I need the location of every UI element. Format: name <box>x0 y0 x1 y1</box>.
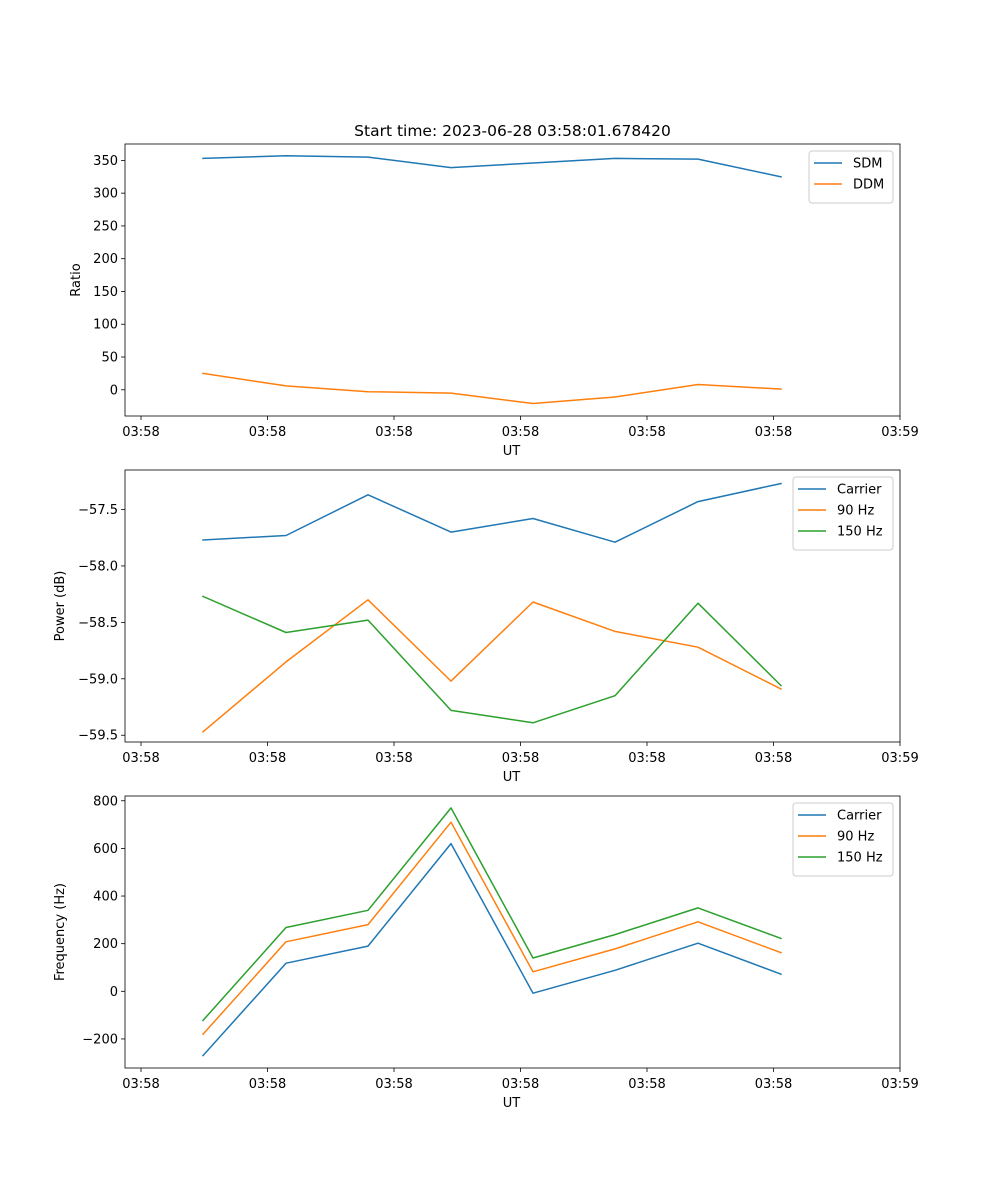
x-tick-label: 03:58 <box>122 1077 159 1092</box>
x-tick-label: 03:58 <box>375 425 412 440</box>
y-axis-label: Power (dB) <box>53 571 68 642</box>
legend-label: DDM <box>853 178 884 193</box>
legend: Carrier 90 Hz 150 Hz <box>792 476 894 551</box>
x-tick-label: 03:58 <box>628 1077 665 1092</box>
panel-1: Start time: 2023-06-28 03:58:01.67842003… <box>69 122 919 459</box>
axes-frame <box>124 795 901 1069</box>
y-tick-label: −57.5 <box>78 503 118 518</box>
y-axis-label: Frequency (Hz) <box>53 883 68 981</box>
y-tick-label: 800 <box>93 794 118 809</box>
y-tick-label: 150 <box>93 285 118 300</box>
x-tick-label: 03:58 <box>249 751 286 766</box>
x-tick-label: 03:58 <box>628 425 665 440</box>
y-tick-label: −200 <box>82 1032 118 1047</box>
x-axis-label: UT <box>503 770 521 785</box>
series-line-ddm <box>202 372 782 405</box>
x-tick-label: 03:59 <box>881 751 918 766</box>
legend-label: Carrier <box>837 809 882 824</box>
series-line-90-hz <box>201 599 783 733</box>
x-tick-label: 03:58 <box>122 425 159 440</box>
legend-label: SDM <box>853 157 882 172</box>
y-tick-label: 0 <box>110 383 118 398</box>
y-tick-label: −58.0 <box>78 559 118 574</box>
x-tick-label: 03:58 <box>755 425 792 440</box>
y-tick-label: −59.0 <box>78 672 118 687</box>
y-tick-label: 600 <box>93 842 118 857</box>
x-tick-label: 03:58 <box>375 751 412 766</box>
series-line-carrier <box>202 482 782 543</box>
panel-3: 03:58 03:58 03:58 03:58 03:58 03:58 03:59 −200 0… <box>53 794 919 1111</box>
y-tick-label: 200 <box>93 252 118 267</box>
legend-label: 90 Hz <box>837 504 874 519</box>
series-line-90-hz <box>201 821 782 1036</box>
legend: Carrier 90 Hz 150 Hz <box>792 802 894 877</box>
y-tick-label: 250 <box>93 219 118 234</box>
panel-2: 03:58 03:58 03:58 03:58 03:58 03:58 03:59 −59.5… <box>53 469 919 785</box>
x-tick-label: 03:58 <box>249 425 286 440</box>
chart-title: Start time: 2023-06-28 03:58:01.678420 <box>354 122 671 140</box>
legend-label: 90 Hz <box>837 830 874 845</box>
legend-label: 150 Hz <box>837 525 883 540</box>
x-tick-label: 03:58 <box>755 1077 792 1092</box>
y-tick-label: 350 <box>93 154 118 169</box>
series-line-150-hz <box>202 595 783 724</box>
y-tick-label: 300 <box>93 187 118 202</box>
x-tick-label: 03:59 <box>881 425 918 440</box>
x-tick-label: 03:58 <box>502 1077 539 1092</box>
y-axis-label: Ratio <box>69 263 84 296</box>
x-tick-label: 03:58 <box>502 425 539 440</box>
series-line-sdm <box>202 155 782 178</box>
y-tick-label: −58.5 <box>78 616 118 631</box>
x-tick-label: 03:58 <box>755 751 792 766</box>
x-axis-label: UT <box>503 1096 521 1111</box>
x-tick-label: 03:58 <box>375 1077 412 1092</box>
legend-label: 150 Hz <box>837 851 883 866</box>
x-tick-label: 03:58 <box>122 751 159 766</box>
x-axis-label: UT <box>503 444 521 459</box>
axes-frame <box>124 143 901 417</box>
y-tick-label: 400 <box>93 890 118 905</box>
legend: SDM DDM <box>808 150 894 204</box>
y-tick-label: −59.5 <box>78 729 118 744</box>
x-tick-label: 03:59 <box>881 1077 918 1092</box>
x-tick-label: 03:58 <box>249 1077 286 1092</box>
y-tick-label: 0 <box>110 985 118 1000</box>
axes-frame <box>124 469 901 743</box>
y-tick-label: 100 <box>93 318 118 333</box>
y-tick-label: 50 <box>101 351 118 366</box>
series-line-150-hz <box>201 807 782 1022</box>
legend-label: Carrier <box>837 483 882 498</box>
legend-box <box>808 150 894 204</box>
series-line-carrier <box>201 842 782 1057</box>
x-tick-label: 03:58 <box>628 751 665 766</box>
y-tick-label: 200 <box>93 937 118 952</box>
x-tick-label: 03:58 <box>502 751 539 766</box>
